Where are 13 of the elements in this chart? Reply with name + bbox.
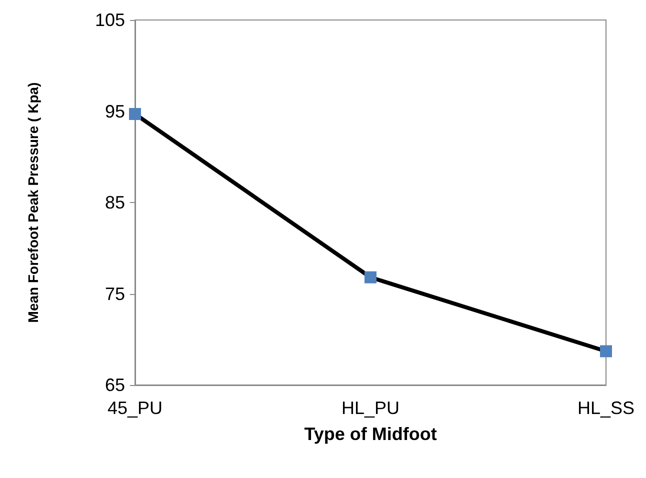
x-axis-title: Type of Midfoot xyxy=(304,424,437,444)
point xyxy=(129,108,141,120)
y-tick-label: 95 xyxy=(104,101,125,122)
x-tick-label: HL_SS xyxy=(577,398,635,418)
x-tick-label: HL_PU xyxy=(341,398,400,418)
y-tick-label: 85 xyxy=(104,192,125,212)
y-axis-title: Mean Forefoot Peak Pressure ( Kpa) xyxy=(25,82,41,323)
point xyxy=(364,271,376,284)
point xyxy=(600,345,612,358)
y-tick-label: 75 xyxy=(104,284,125,304)
y-tick-label: 65 xyxy=(104,375,125,395)
y-tick-label: 105 xyxy=(94,10,125,30)
x-tick-label: 45_PU xyxy=(107,398,163,418)
